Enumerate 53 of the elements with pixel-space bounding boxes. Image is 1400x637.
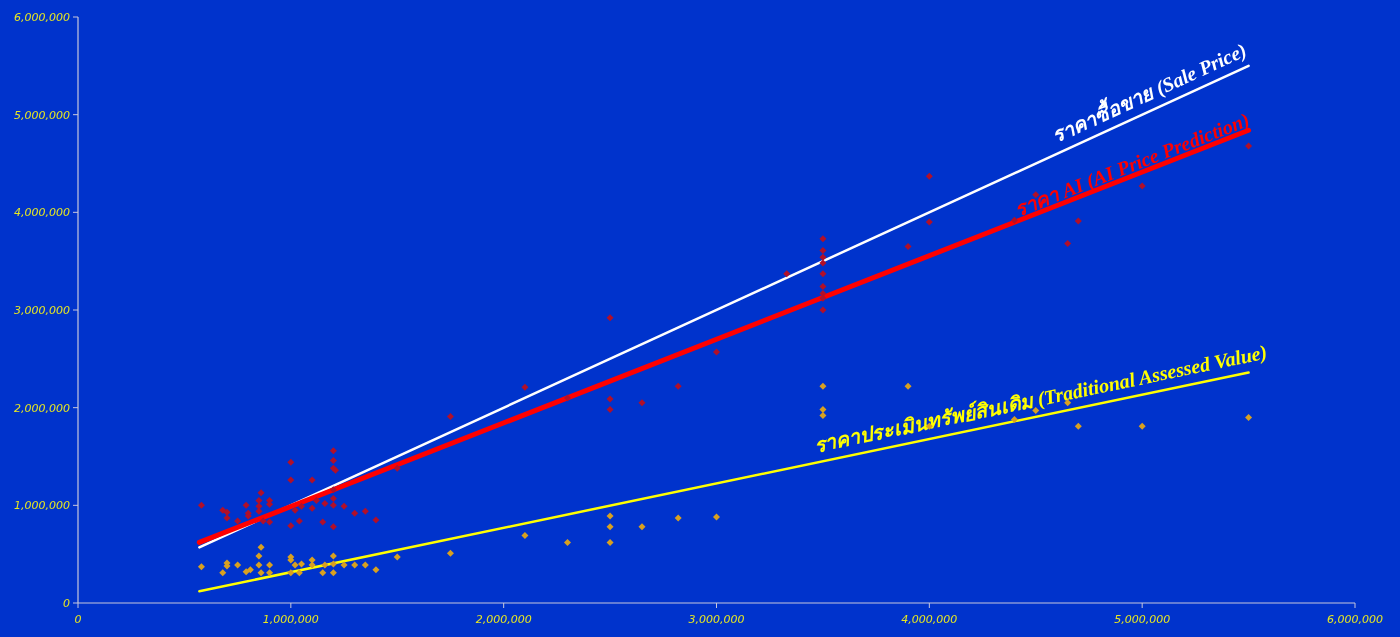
- y-tick-label: 0: [63, 597, 70, 610]
- point: [329, 569, 337, 577]
- point: [606, 512, 614, 520]
- x-tick-label: 0: [74, 613, 82, 626]
- point: [197, 563, 205, 571]
- y-tick-label: 5,000,000: [14, 108, 70, 122]
- x-tick-label: 1,000,000: [262, 613, 319, 626]
- point: [257, 543, 265, 551]
- y-tick-label: 1,000,000: [14, 499, 70, 513]
- x-tick-label: 6,000,000: [1327, 613, 1383, 626]
- y-tick-label: 6,000,000: [14, 11, 70, 24]
- point: [255, 552, 263, 560]
- x-tick-label: 5,000,000: [1114, 613, 1171, 626]
- point: [674, 514, 682, 522]
- y-tick-label: 3,000,000: [14, 304, 70, 317]
- point: [564, 538, 572, 546]
- y-tick-label: 2,000,000: [14, 401, 70, 415]
- point: [297, 560, 305, 568]
- point: [234, 561, 242, 569]
- point: [606, 523, 614, 531]
- point: [606, 538, 614, 546]
- point: [351, 561, 359, 569]
- point: [446, 549, 454, 557]
- y-tick-label: 4,000,000: [14, 206, 70, 220]
- point: [521, 532, 529, 540]
- point: [713, 513, 720, 521]
- point: [295, 569, 303, 577]
- point: [255, 561, 263, 569]
- point: [1138, 422, 1146, 430]
- point: [291, 561, 299, 569]
- point: [319, 569, 327, 577]
- x-tick-label: 2,000,000: [475, 613, 532, 626]
- point: [321, 561, 329, 569]
- point: [329, 552, 337, 560]
- point: [287, 569, 295, 577]
- point: [819, 382, 827, 390]
- point: [638, 523, 646, 531]
- point: [308, 561, 316, 569]
- point: [904, 382, 912, 390]
- point: [246, 566, 254, 574]
- point: [257, 569, 265, 577]
- x-tick-label: 4,000,000: [901, 613, 958, 626]
- x-tick-label: 3,000,000: [688, 613, 745, 626]
- point: [329, 560, 337, 568]
- point: [266, 561, 274, 569]
- point: [1245, 413, 1253, 421]
- point: [219, 569, 227, 577]
- point: [266, 569, 274, 577]
- point: [340, 561, 348, 569]
- point: [372, 566, 380, 574]
- point: [1074, 422, 1082, 430]
- point: [361, 561, 369, 569]
- point: [393, 553, 401, 561]
